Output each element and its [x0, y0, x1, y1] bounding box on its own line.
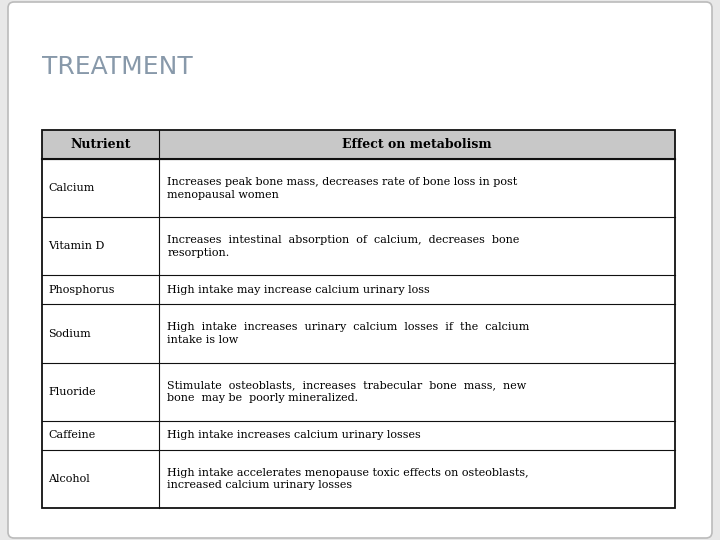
- Text: Alcohol: Alcohol: [48, 474, 90, 484]
- Text: High intake increases calcium urinary losses: High intake increases calcium urinary lo…: [167, 430, 421, 440]
- Text: Stimulate  osteoblasts,  increases  trabecular  bone  mass,  new
bone  may be  p: Stimulate osteoblasts, increases trabecu…: [167, 380, 526, 403]
- Text: Phosphorus: Phosphorus: [48, 285, 114, 295]
- Text: TREATMENT: TREATMENT: [42, 55, 193, 79]
- Text: Sodium: Sodium: [48, 328, 91, 339]
- Text: Caffeine: Caffeine: [48, 430, 95, 440]
- Bar: [42, 130, 675, 508]
- Text: Vitamin D: Vitamin D: [48, 241, 104, 251]
- Text: Calcium: Calcium: [48, 183, 94, 193]
- Text: Nutrient: Nutrient: [71, 138, 131, 151]
- Text: Effect on metabolism: Effect on metabolism: [342, 138, 492, 151]
- Text: Increases peak bone mass, decreases rate of bone loss in post
menopausal women: Increases peak bone mass, decreases rate…: [167, 177, 518, 200]
- Bar: [42, 130, 675, 159]
- FancyBboxPatch shape: [8, 2, 712, 538]
- Text: High intake accelerates menopause toxic effects on osteoblasts,
increased calciu: High intake accelerates menopause toxic …: [167, 468, 528, 490]
- Text: Increases  intestinal  absorption  of  calcium,  decreases  bone
resorption.: Increases intestinal absorption of calci…: [167, 235, 520, 258]
- Text: Fluoride: Fluoride: [48, 387, 96, 397]
- Text: High  intake  increases  urinary  calcium  losses  if  the  calcium
intake is lo: High intake increases urinary calcium lo…: [167, 322, 529, 345]
- Text: High intake may increase calcium urinary loss: High intake may increase calcium urinary…: [167, 285, 430, 295]
